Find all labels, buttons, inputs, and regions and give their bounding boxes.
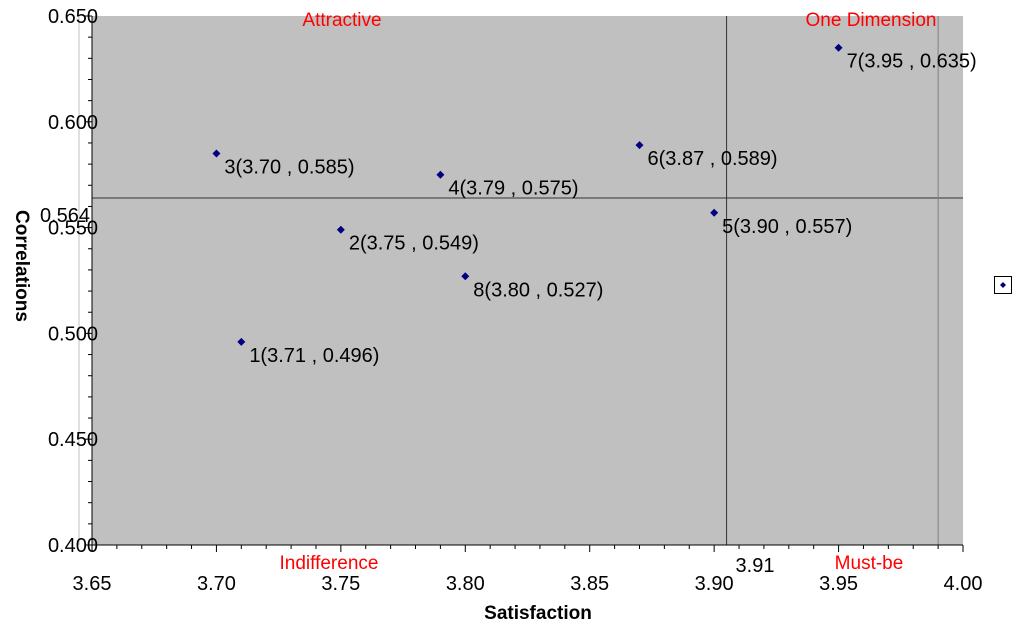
y-tick-label: 0.650 <box>48 6 98 28</box>
legend-marker-icon <box>1000 282 1006 288</box>
data-point-4 <box>436 170 445 179</box>
reference-lines <box>92 16 963 545</box>
data-point-8 <box>461 272 470 281</box>
data-label-1: 1(3.71 , 0.496) <box>249 345 379 367</box>
data-label-6: 6(3.87 , 0.589) <box>647 148 777 170</box>
data-point-2 <box>336 225 345 234</box>
y-tick-label: 0.400 <box>48 535 98 557</box>
legend <box>994 276 1012 294</box>
data-point-6 <box>635 141 644 150</box>
data-label-2: 2(3.75 , 0.549) <box>349 233 479 255</box>
axes <box>78 16 963 546</box>
x-tick-label: 3.85 <box>570 573 609 595</box>
y-tick-label: 0.450 <box>48 429 98 451</box>
data-label-7: 7(3.95 , 0.635) <box>847 51 977 73</box>
x-tick-label: 3.65 <box>73 573 112 595</box>
y-tick-label: 0.550 <box>48 218 98 240</box>
data-label-4: 4(3.79 , 0.575) <box>448 178 578 200</box>
data-point-1 <box>237 337 246 346</box>
data-point-3 <box>212 149 221 158</box>
y-axis-title: Correlations <box>11 210 32 322</box>
y-tick-label: 0.500 <box>48 323 98 345</box>
data-point-7 <box>834 43 843 52</box>
quadrant-label-must-be: Must-be <box>835 553 904 574</box>
x-tick-label: 3.95 <box>819 573 858 595</box>
data-point-5 <box>710 208 719 217</box>
ref-line-x-label: 3.91 <box>736 555 775 577</box>
x-tick-label: 4.00 <box>944 573 983 595</box>
ref-line-y-label: 0.564 <box>40 205 90 227</box>
x-tick-label: 3.90 <box>695 573 734 595</box>
quadrant-label-one-dimension: One Dimension <box>806 10 937 31</box>
x-tick-label: 3.70 <box>197 573 236 595</box>
x-tick-label: 3.75 <box>321 573 360 595</box>
data-label-3: 3(3.70 , 0.585) <box>224 157 354 179</box>
quadrant-label-attractive: Attractive <box>302 10 381 31</box>
x-axis-ticks: 3.65 3.70 3.75 3.80 3.85 3.90 3.95 4.00 <box>73 545 983 595</box>
data-label-5: 5(3.90 , 0.557) <box>722 216 852 238</box>
plot-background <box>92 16 963 545</box>
data-label-8: 8(3.80 , 0.527) <box>473 279 603 301</box>
quadrant-label-indifference: Indifference <box>280 553 379 574</box>
data-points: 1(3.71 , 0.496) 2(3.75 , 0.549) 3(3.70 , 0… <box>212 43 977 367</box>
x-axis-title: Satisfaction <box>484 603 592 624</box>
plot-area <box>92 16 963 545</box>
y-tick-label: 0.600 <box>48 112 98 134</box>
y-axis-ticks: 0.400 0.450 0.500 0.550 0.600 0.650 <box>48 6 98 557</box>
x-tick-label: 3.80 <box>446 573 485 595</box>
